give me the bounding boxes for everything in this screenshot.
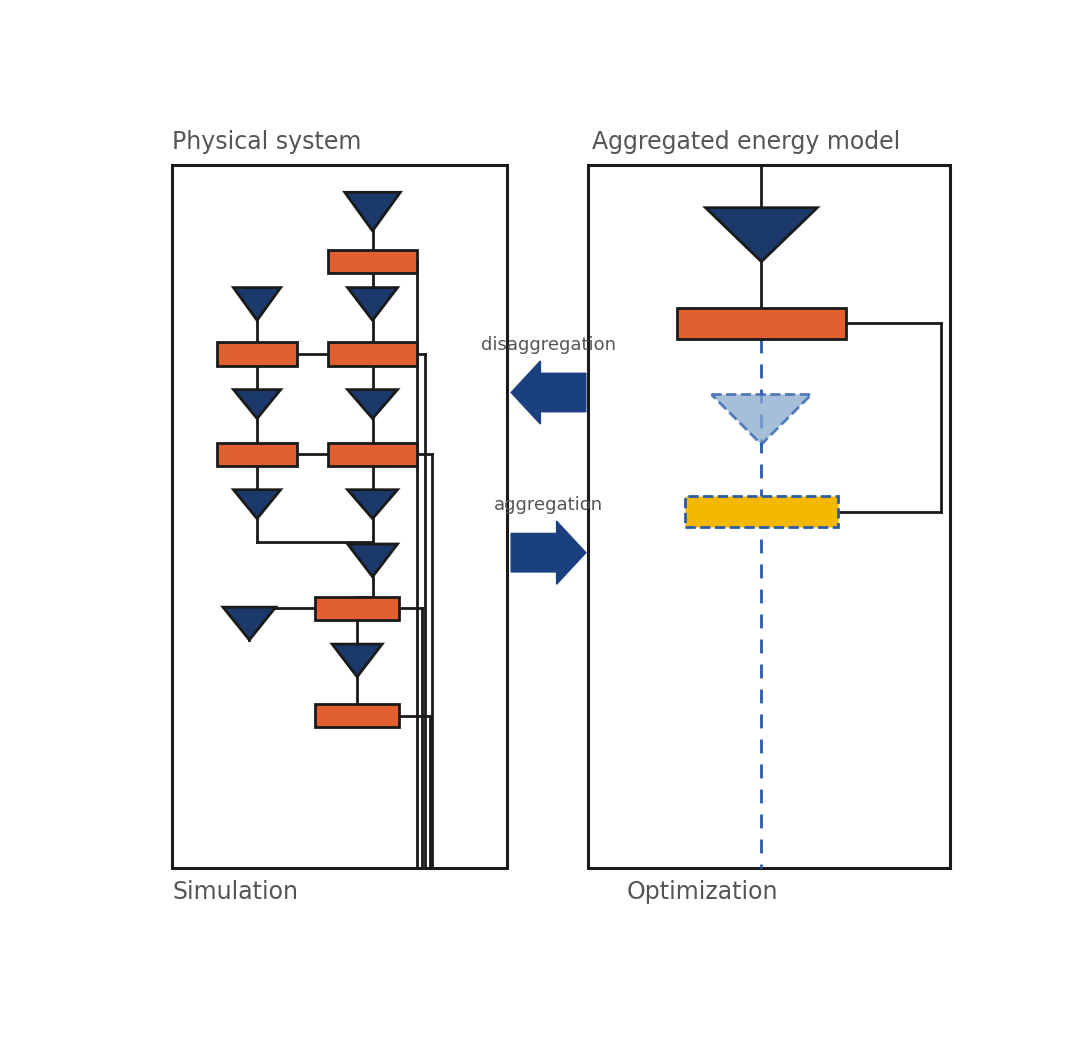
Bar (315, 597, 400, 620)
Text: Simulation: Simulation (173, 880, 298, 904)
Polygon shape (233, 490, 281, 519)
Bar (677, 308, 846, 338)
Polygon shape (333, 645, 382, 677)
Bar (589, 165, 950, 869)
Text: Aggregated energy model: Aggregated energy model (592, 130, 901, 154)
Text: aggregation: aggregation (495, 496, 604, 514)
Polygon shape (712, 394, 811, 444)
Polygon shape (222, 607, 275, 639)
Bar (173, 165, 508, 869)
FancyArrow shape (511, 521, 585, 584)
FancyArrow shape (511, 361, 585, 425)
Polygon shape (348, 288, 397, 321)
Bar (315, 705, 400, 728)
Polygon shape (345, 192, 401, 230)
Bar (328, 250, 417, 273)
Text: Physical system: Physical system (173, 130, 362, 154)
Polygon shape (348, 490, 397, 519)
Polygon shape (233, 288, 281, 321)
Polygon shape (348, 544, 397, 577)
Bar (328, 442, 417, 466)
Bar (328, 343, 417, 365)
Bar (685, 496, 838, 527)
Bar (217, 343, 297, 365)
Polygon shape (348, 389, 397, 418)
Text: Optimization: Optimization (626, 880, 779, 904)
Text: disaggregation: disaggregation (482, 336, 617, 354)
Polygon shape (705, 208, 818, 262)
Bar (217, 442, 297, 466)
Polygon shape (233, 389, 281, 418)
